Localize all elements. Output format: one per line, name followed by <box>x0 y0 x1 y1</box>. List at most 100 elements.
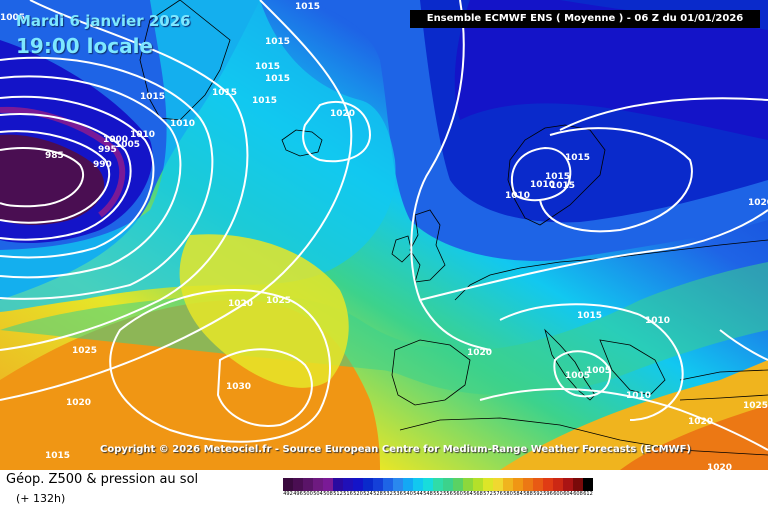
scale-swatch <box>523 478 533 491</box>
scale-tick: 536 <box>393 491 403 497</box>
scale-swatch <box>393 478 403 491</box>
scale-swatch <box>463 478 473 491</box>
scale-tick: 596 <box>543 491 553 497</box>
isobar-label: 1015 <box>550 181 575 191</box>
isobar-label: 1020 <box>330 109 355 119</box>
chart-title: Géop. Z500 & pression au sol <box>6 472 199 487</box>
coastlines <box>139 0 768 456</box>
isobar-1010-med <box>553 350 612 398</box>
copyright-notice: Copyright © 2026 Meteociel.fr - Source E… <box>100 444 691 455</box>
isobar-label: 1010 <box>130 130 155 140</box>
isobar-1010-w <box>0 56 214 300</box>
scale-tick: 516 <box>343 491 353 497</box>
scale-tick: 608 <box>573 491 583 497</box>
isobar-1015-scand <box>410 0 491 351</box>
scale-swatch <box>533 478 543 491</box>
scale-swatch <box>313 478 323 491</box>
isobar-label: 1020 <box>707 463 732 470</box>
isobar-label: 1015 <box>265 74 290 84</box>
isobar-1025-se <box>719 329 768 361</box>
isobar-1030-high <box>216 348 313 427</box>
coast-ireland <box>391 235 413 263</box>
scale-swatch <box>373 478 383 491</box>
scale-tick: 576 <box>493 491 503 497</box>
field-cyan-atlantic <box>0 0 396 312</box>
scale-tick: 492 <box>283 491 293 497</box>
isobar-label: 1020 <box>228 299 253 309</box>
coast-scandinavia <box>507 124 606 226</box>
scale-tick: 572 <box>483 491 493 497</box>
scale-swatch <box>283 478 293 491</box>
scale-tick: 504 <box>313 491 323 497</box>
scale-swatch <box>493 478 503 491</box>
field-low-core <box>0 134 105 225</box>
isobar-label: 1025 <box>743 401 768 411</box>
scale-swatch <box>353 478 363 491</box>
coast-n-africa <box>399 417 768 456</box>
isobars <box>0 0 768 450</box>
isobar-label: 1020 <box>66 398 91 408</box>
isobar-990 <box>0 130 111 224</box>
isobar-label: 1005 <box>0 13 25 23</box>
isobar-label: 1010 <box>505 191 530 201</box>
scale-tick: 612 <box>583 491 593 497</box>
field-green-band <box>0 262 768 396</box>
model-info-banner: Ensemble ECMWF ENS ( Moyenne ) - 06 Z du… <box>410 10 760 28</box>
isobar-1020-iceland <box>302 100 372 163</box>
scale-swatch <box>473 478 483 491</box>
scale-tick: 568 <box>473 491 483 497</box>
isobar-label: 1005 <box>586 366 611 376</box>
isobar-label: 1030 <box>226 382 251 392</box>
scale-tick: 604 <box>563 491 573 497</box>
scale-tick: 560 <box>453 491 463 497</box>
scale-tick: 548 <box>423 491 433 497</box>
isobar-label: 1015 <box>295 2 320 12</box>
scale-swatch <box>333 478 343 491</box>
scale-tick: 556 <box>443 491 453 497</box>
coast-iceland <box>281 129 323 157</box>
scale-swatch <box>323 478 333 491</box>
isobar-label: 1015 <box>545 172 570 182</box>
scale-tick: 512 <box>333 491 343 497</box>
isobar-label: 1015 <box>565 153 590 163</box>
isobar-label: 990 <box>93 160 112 170</box>
scale-swatch <box>443 478 453 491</box>
scale-swatch <box>553 478 563 491</box>
scale-tick: 600 <box>553 491 563 497</box>
isobar-label: 1015 <box>212 88 237 98</box>
scale-tick: 584 <box>513 491 523 497</box>
scale-swatch <box>423 478 433 491</box>
isobar-label: 1010 <box>170 119 195 129</box>
scale-swatch <box>483 478 493 491</box>
scale-tick: 552 <box>433 491 443 497</box>
coast-europe <box>454 239 768 301</box>
isobar-1020-se <box>479 388 768 451</box>
scale-swatch <box>303 478 313 491</box>
field-yellow-central <box>179 234 349 388</box>
isobar-1020-east <box>419 209 768 301</box>
isobar-995 <box>0 113 132 241</box>
isobar-label: 1015 <box>252 96 277 106</box>
scale-tick: 524 <box>363 491 373 497</box>
scale-swatch <box>413 478 423 491</box>
isobar-label: 1020 <box>688 417 713 427</box>
isobar-1015-north <box>559 97 768 131</box>
isobar-label: 1005 <box>115 140 140 150</box>
scale-swatch <box>583 478 593 491</box>
isobar-1020-mid <box>0 0 353 401</box>
isobar-1015-nr <box>539 127 693 233</box>
field-trough-north <box>454 0 768 140</box>
scale-swatch <box>383 478 393 491</box>
scale-tick: 496 <box>293 491 303 497</box>
coast-iberia <box>391 339 471 406</box>
scale-tick: 564 <box>463 491 473 497</box>
isobar-label: 1010 <box>626 391 651 401</box>
isobar-label: 1000 <box>103 135 128 145</box>
isobar-1025-high <box>109 289 331 443</box>
scale-swatch <box>573 478 583 491</box>
color-scale <box>283 478 593 491</box>
scale-swatch <box>433 478 443 491</box>
isobar-label: 1005 <box>565 371 590 381</box>
